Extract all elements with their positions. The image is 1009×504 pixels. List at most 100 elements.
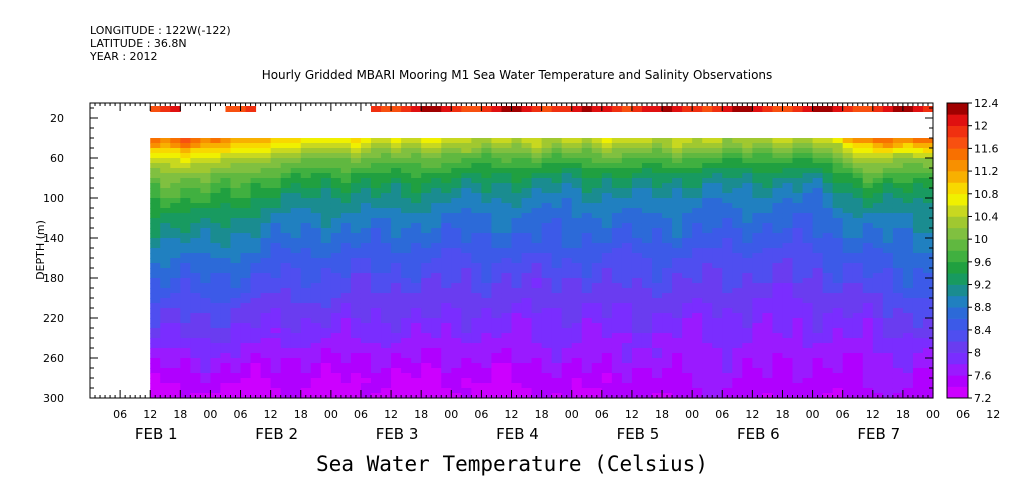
heatmap-cell — [702, 278, 713, 284]
heatmap-cell — [541, 343, 553, 349]
heatmap-cell — [782, 148, 794, 154]
heatmap-cell — [260, 268, 272, 274]
colorbar-label: 12.4 — [974, 97, 999, 110]
heatmap-cell — [591, 283, 603, 289]
heatmap-cell — [882, 193, 894, 199]
surface-band-cell — [641, 106, 653, 112]
heatmap-cell — [521, 313, 533, 319]
heatmap-cell — [350, 163, 362, 169]
heatmap-cell — [712, 278, 723, 284]
heatmap-cell — [531, 138, 543, 144]
surface-band-cell — [792, 106, 804, 112]
heatmap-cell — [852, 288, 864, 294]
heatmap-cell — [822, 253, 834, 259]
heatmap-cell — [511, 368, 523, 374]
heatmap-cell — [290, 263, 302, 269]
heatmap-cell — [431, 208, 442, 214]
heatmap-cell — [381, 288, 392, 294]
heatmap-cell — [350, 373, 362, 379]
heatmap-cell — [692, 318, 703, 324]
heatmap-cell — [892, 233, 904, 239]
heatmap-cell — [842, 243, 854, 249]
heatmap-cell — [250, 153, 262, 159]
heatmap-cell — [832, 378, 844, 384]
heatmap-cell — [832, 278, 844, 284]
heatmap-cell — [812, 218, 824, 224]
heatmap-cell — [842, 363, 854, 369]
heatmap-cell — [200, 263, 212, 269]
surface-band-cell — [862, 106, 874, 112]
heatmap-cell — [150, 333, 161, 339]
heatmap-cell — [792, 223, 804, 229]
heatmap-cell — [882, 163, 894, 169]
heatmap-cell — [782, 383, 794, 389]
heatmap-cell — [230, 278, 242, 284]
heatmap-cell — [300, 238, 312, 244]
heatmap-cell — [270, 308, 282, 314]
heatmap-cell — [320, 173, 332, 179]
heatmap-cell — [822, 318, 834, 324]
heatmap-cell — [581, 388, 593, 394]
heatmap-cell — [762, 258, 774, 264]
heatmap-cell — [280, 278, 292, 284]
heatmap-cell — [491, 153, 503, 159]
heatmap-cell — [882, 238, 894, 244]
colorbar-swatch — [947, 341, 968, 353]
heatmap-cell — [862, 178, 874, 184]
heatmap-cell — [832, 343, 844, 349]
heatmap-cell — [571, 148, 583, 154]
heatmap-cell — [150, 293, 161, 299]
heatmap-cell — [511, 193, 523, 199]
heatmap-cell — [431, 303, 442, 309]
heatmap-cell — [832, 213, 844, 219]
heatmap-cell — [662, 333, 673, 339]
heatmap-cell — [571, 343, 583, 349]
surface-band-cell — [541, 106, 553, 112]
heatmap-cell — [441, 238, 452, 244]
heatmap-cell — [240, 223, 252, 229]
heatmap-cell — [772, 168, 784, 174]
heatmap-cell — [812, 373, 824, 379]
heatmap-cell — [340, 138, 352, 144]
heatmap-cell — [431, 368, 442, 374]
heatmap-cell — [872, 293, 884, 299]
heatmap-cell — [300, 158, 312, 164]
heatmap-cell — [882, 168, 894, 174]
heatmap-cell — [230, 373, 242, 379]
heatmap-cell — [812, 258, 824, 264]
heatmap-cell — [411, 278, 422, 284]
heatmap-cell — [340, 158, 352, 164]
heatmap-cell — [591, 268, 603, 274]
heatmap-cell — [300, 388, 312, 394]
heatmap-cell — [611, 168, 623, 174]
heatmap-cell — [250, 218, 262, 224]
heatmap-cell — [481, 308, 493, 314]
heatmap-cell — [381, 168, 392, 174]
heatmap-cell — [411, 358, 422, 364]
heatmap-cell — [902, 148, 914, 154]
heatmap-cell — [531, 238, 543, 244]
heatmap-cell — [270, 288, 282, 294]
heatmap-cell — [461, 388, 472, 394]
heatmap-cell — [250, 388, 262, 394]
colorbar-label: 8.8 — [974, 301, 992, 314]
heatmap-cell — [682, 178, 693, 184]
heatmap-cell — [491, 243, 503, 249]
heatmap-cell — [842, 258, 854, 264]
heatmap-cell — [471, 338, 482, 344]
heatmap-cell — [481, 223, 493, 229]
heatmap-cell — [702, 303, 713, 309]
heatmap-cell — [330, 303, 342, 309]
heatmap-cell — [300, 348, 312, 354]
heatmap-cell — [461, 178, 472, 184]
heatmap-cell — [250, 138, 262, 144]
heatmap-cell — [712, 298, 723, 304]
heatmap-cell — [371, 158, 382, 164]
heatmap-cell — [752, 183, 763, 189]
colorbar-swatch — [947, 239, 968, 251]
heatmap-cell — [371, 253, 382, 259]
heatmap-cell — [160, 188, 171, 194]
heatmap-cell — [692, 163, 703, 169]
heatmap-cell — [210, 283, 222, 289]
heatmap-cell — [561, 333, 573, 339]
